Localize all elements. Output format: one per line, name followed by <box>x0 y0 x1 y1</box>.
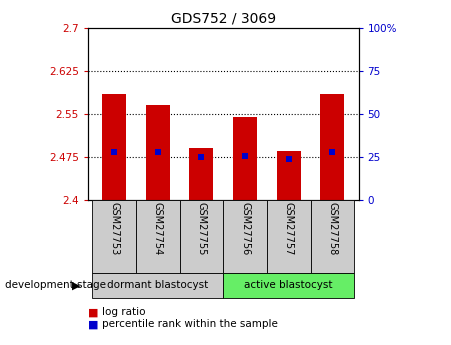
Text: GSM27755: GSM27755 <box>197 202 207 256</box>
Bar <box>92 200 136 273</box>
Bar <box>179 200 223 273</box>
Bar <box>223 273 354 298</box>
Bar <box>146 105 170 200</box>
Text: development stage: development stage <box>5 280 106 290</box>
Text: ■: ■ <box>88 319 98 329</box>
Bar <box>92 273 223 298</box>
Text: GSM27754: GSM27754 <box>153 202 163 256</box>
Bar <box>189 148 213 200</box>
Text: GSM27757: GSM27757 <box>284 202 294 256</box>
Text: GSM27758: GSM27758 <box>327 202 337 256</box>
Bar <box>267 200 311 273</box>
Bar <box>136 200 179 273</box>
Text: percentile rank within the sample: percentile rank within the sample <box>102 319 278 329</box>
Bar <box>277 151 301 200</box>
Bar <box>223 200 267 273</box>
Text: active blastocyst: active blastocyst <box>244 280 333 290</box>
Bar <box>233 117 257 200</box>
Text: ▶: ▶ <box>73 280 81 290</box>
Text: log ratio: log ratio <box>102 307 146 317</box>
Text: dormant blastocyst: dormant blastocyst <box>107 280 208 290</box>
Bar <box>311 200 354 273</box>
Title: GDS752 / 3069: GDS752 / 3069 <box>170 11 276 25</box>
Bar <box>320 94 345 200</box>
Bar <box>102 94 126 200</box>
Text: ■: ■ <box>88 307 98 317</box>
Text: GSM27753: GSM27753 <box>109 202 119 256</box>
Text: GSM27756: GSM27756 <box>240 202 250 256</box>
